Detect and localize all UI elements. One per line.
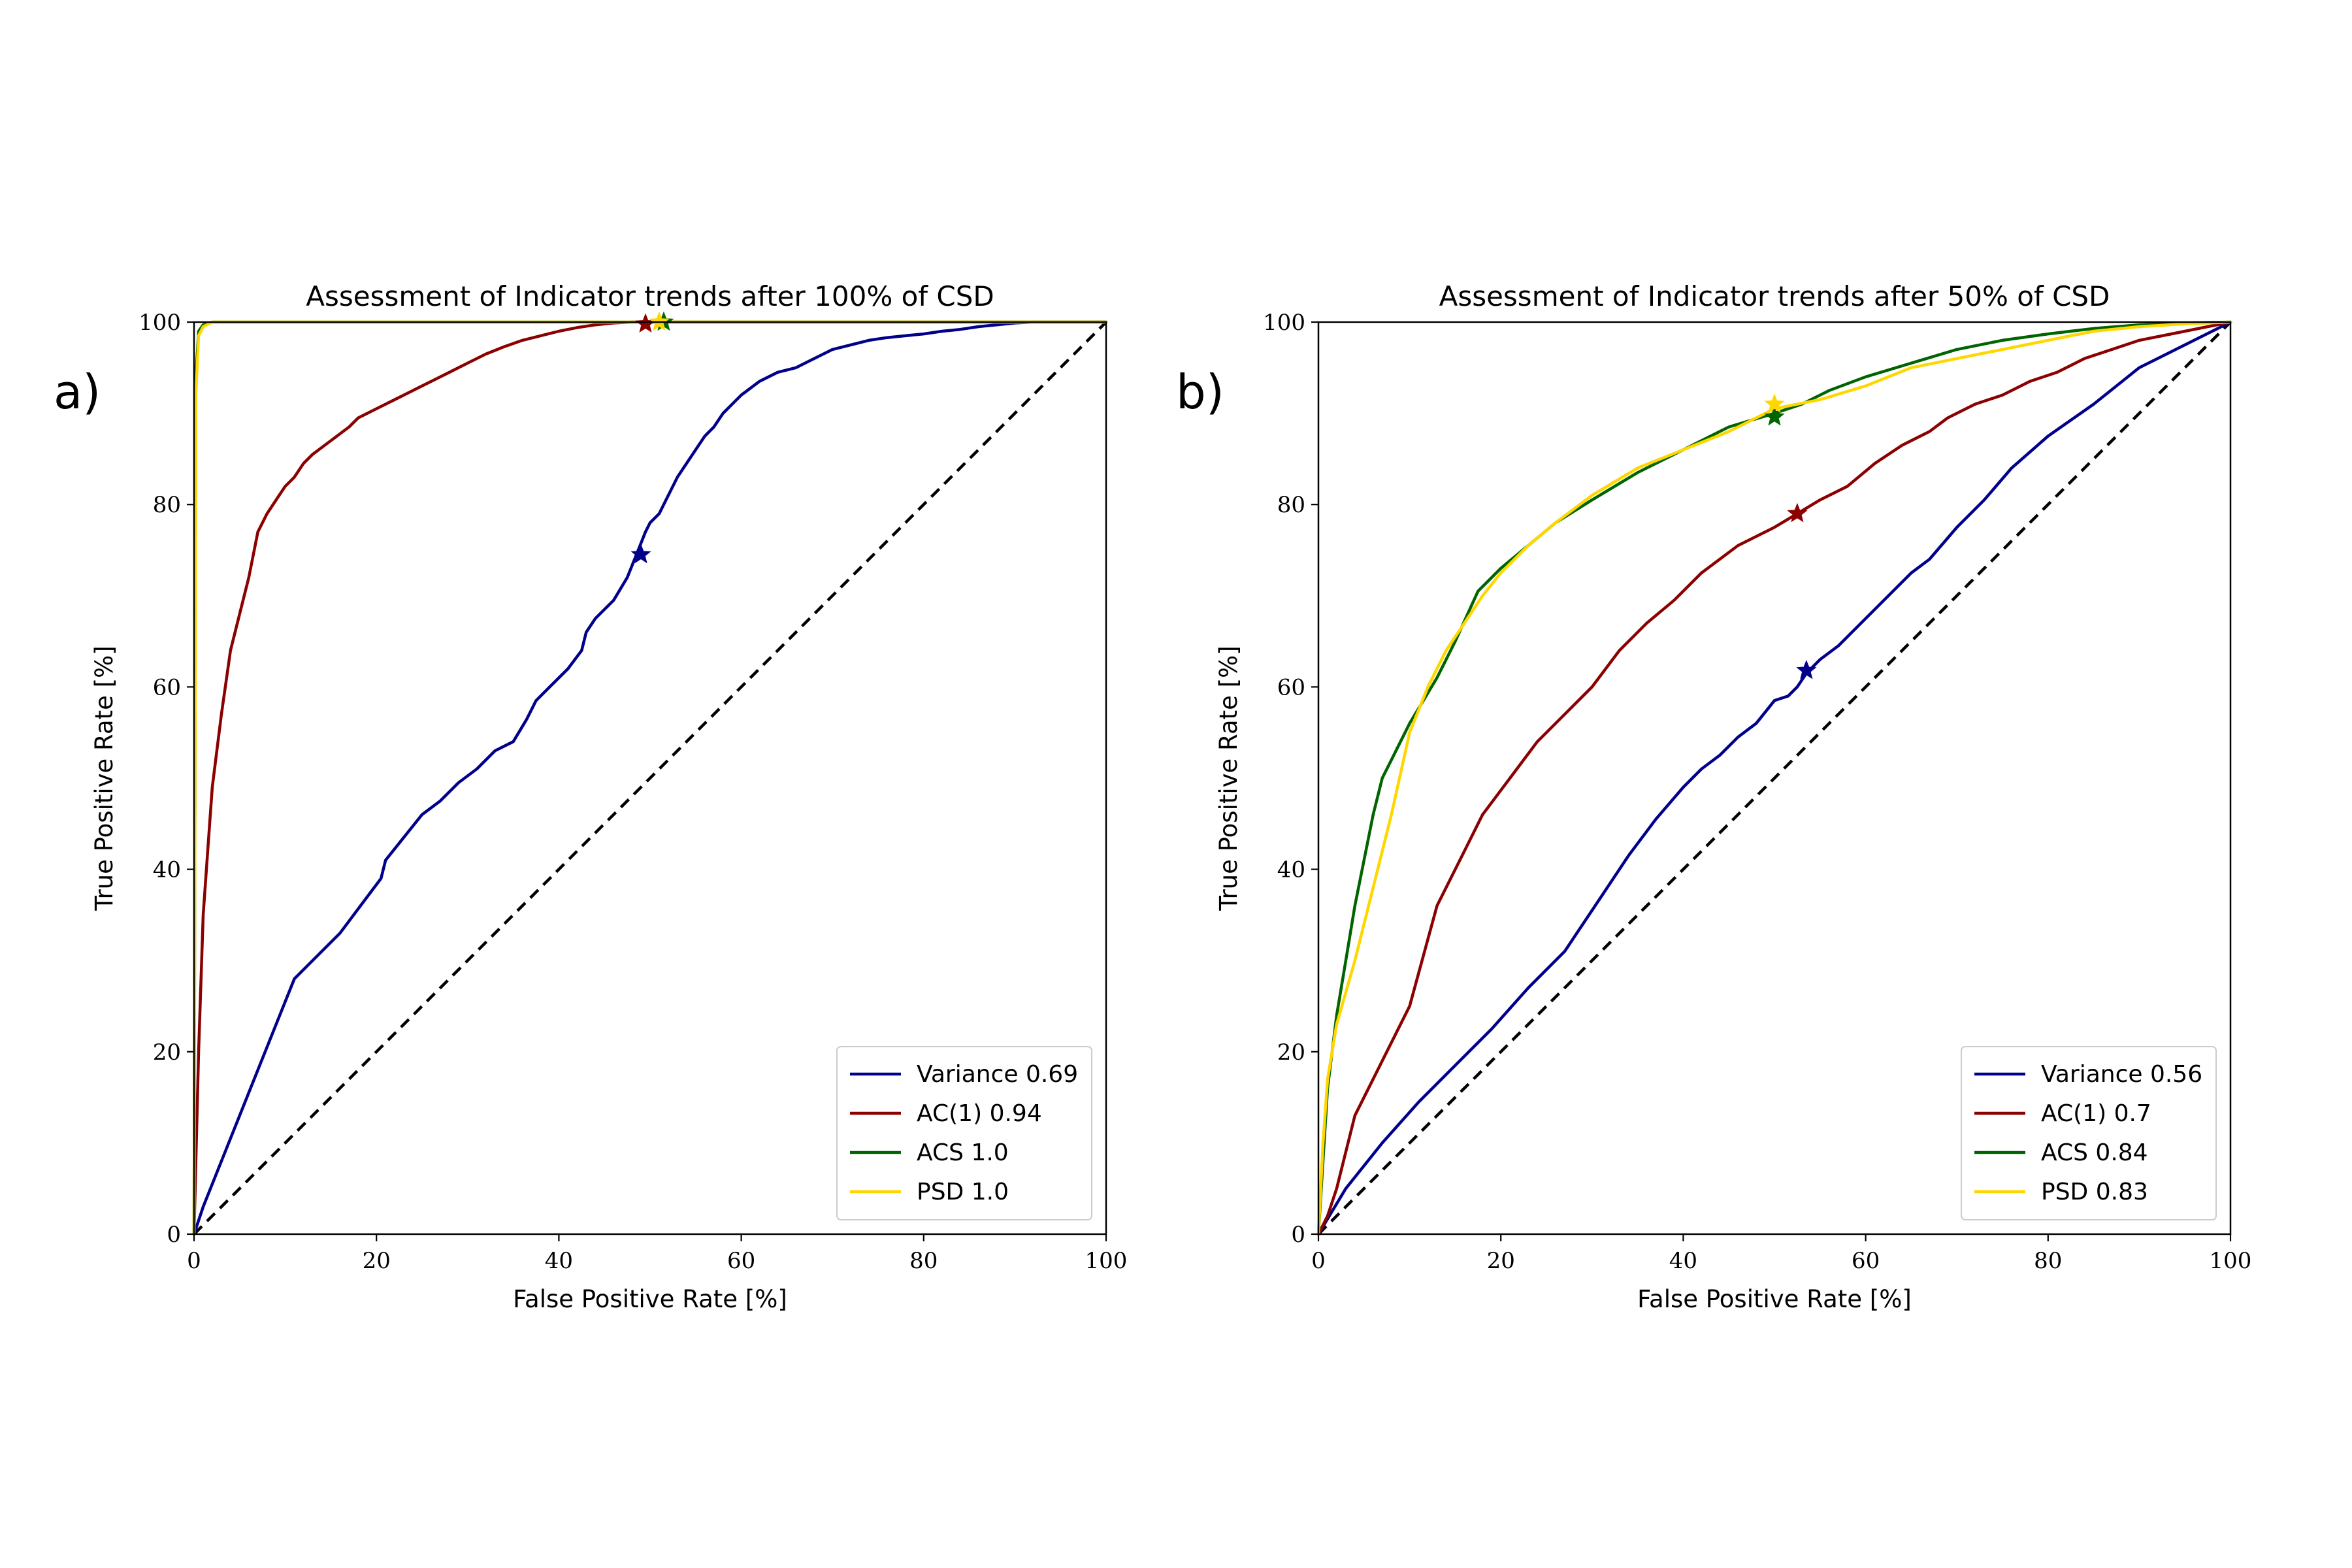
panel-b: b) Assessment of Indicator trends after 5… <box>1176 280 2251 1313</box>
legend: Variance 0.56 AC(1) 0.7 ACS 0.84 PSD 0.83 <box>1961 1046 2217 1220</box>
legend-entry-label: PSD 0.83 <box>2041 1179 2148 1205</box>
y-axis-label: True Positive Rate [%] <box>1215 645 1243 911</box>
series-line-2 <box>192 320 1108 1236</box>
series-line-1 <box>1316 320 2232 1236</box>
x-tick-label: 60 <box>1852 1248 1880 1274</box>
legend-entry-label: Variance 0.56 <box>2041 1061 2202 1088</box>
x-axis-label: False Positive Rate [%] <box>1637 1285 1912 1313</box>
legend-entry-label: PSD 1.0 <box>917 1179 1009 1205</box>
y-tick-label: 20 <box>153 1039 181 1066</box>
series-marker-star-2 <box>635 313 656 333</box>
series-marker-star-1 <box>1796 659 1817 679</box>
y-tick-label: 60 <box>153 674 181 700</box>
axes-frame <box>193 321 1107 1235</box>
chart-title: Assessment of Indicator trends after 50%… <box>1439 280 2110 312</box>
x-tick-label: 20 <box>363 1248 391 1274</box>
x-tick-label: 80 <box>909 1248 938 1274</box>
legend-entry-label: Variance 0.69 <box>917 1061 1078 1088</box>
x-tick-label: 40 <box>1669 1248 1697 1274</box>
chance-diagonal-line <box>1317 321 2232 1235</box>
y-tick-label: 100 <box>139 310 181 336</box>
series-line-4 <box>1316 320 2232 1236</box>
x-tick-label: 0 <box>1311 1248 1326 1274</box>
series-marker-star-4 <box>649 311 670 331</box>
y-tick-label: 0 <box>1291 1222 1305 1248</box>
x-tick-label: 100 <box>1085 1248 1128 1274</box>
series-line-1 <box>192 320 1108 1236</box>
y-tick-label: 40 <box>1277 857 1305 883</box>
x-tick-label: 40 <box>545 1248 573 1274</box>
y-axis-label: True Positive Rate [%] <box>90 645 118 911</box>
y-tick-label: 0 <box>167 1222 181 1248</box>
series-marker-star-2 <box>1787 502 1808 523</box>
chance-diagonal-line <box>193 321 1107 1235</box>
x-tick-label: 0 <box>187 1248 201 1274</box>
y-tick-label: 100 <box>1263 310 1305 336</box>
axes-frame <box>1317 321 2232 1235</box>
series-group <box>1316 320 2232 1236</box>
panel-a: a) Assessment of Indicator trends after 1… <box>54 280 1127 1313</box>
y-tick-label: 20 <box>1277 1039 1305 1066</box>
series-marker-star-3 <box>1764 406 1785 426</box>
legend-box <box>836 1046 1092 1220</box>
legend-entry-label: AC(1) 0.7 <box>2041 1100 2151 1127</box>
x-tick-label: 60 <box>727 1248 755 1274</box>
legend-entry-label: AC(1) 0.94 <box>917 1100 1042 1127</box>
legend-entry-label: ACS 1.0 <box>917 1139 1009 1166</box>
y-tick-label: 60 <box>1277 674 1305 700</box>
x-tick-label: 100 <box>2210 1248 2252 1274</box>
chart-title: Assessment of Indicator trends after 100… <box>306 280 994 312</box>
panel-label: b) <box>1176 365 1224 419</box>
y-tick-label: 80 <box>1277 492 1305 518</box>
series-line-2 <box>1316 320 2232 1236</box>
series-marker-star-1 <box>630 544 651 564</box>
legend-entry-label: ACS 0.84 <box>2041 1139 2148 1166</box>
x-tick-label: 20 <box>1487 1248 1515 1274</box>
legend-box <box>1961 1046 2217 1220</box>
y-tick-label: 80 <box>153 492 181 518</box>
x-tick-label: 80 <box>2034 1248 2062 1274</box>
x-axis-label: False Positive Rate [%] <box>513 1285 787 1313</box>
panel-label: a) <box>54 365 101 419</box>
y-tick-label: 40 <box>153 857 181 883</box>
legend: Variance 0.69 AC(1) 0.94 ACS 1.0 PSD 1.0 <box>836 1046 1092 1220</box>
series-marker-star-4 <box>1764 393 1785 413</box>
